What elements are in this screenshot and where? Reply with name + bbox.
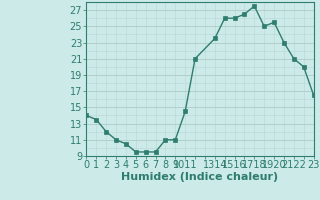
X-axis label: Humidex (Indice chaleur): Humidex (Indice chaleur) <box>121 172 279 182</box>
